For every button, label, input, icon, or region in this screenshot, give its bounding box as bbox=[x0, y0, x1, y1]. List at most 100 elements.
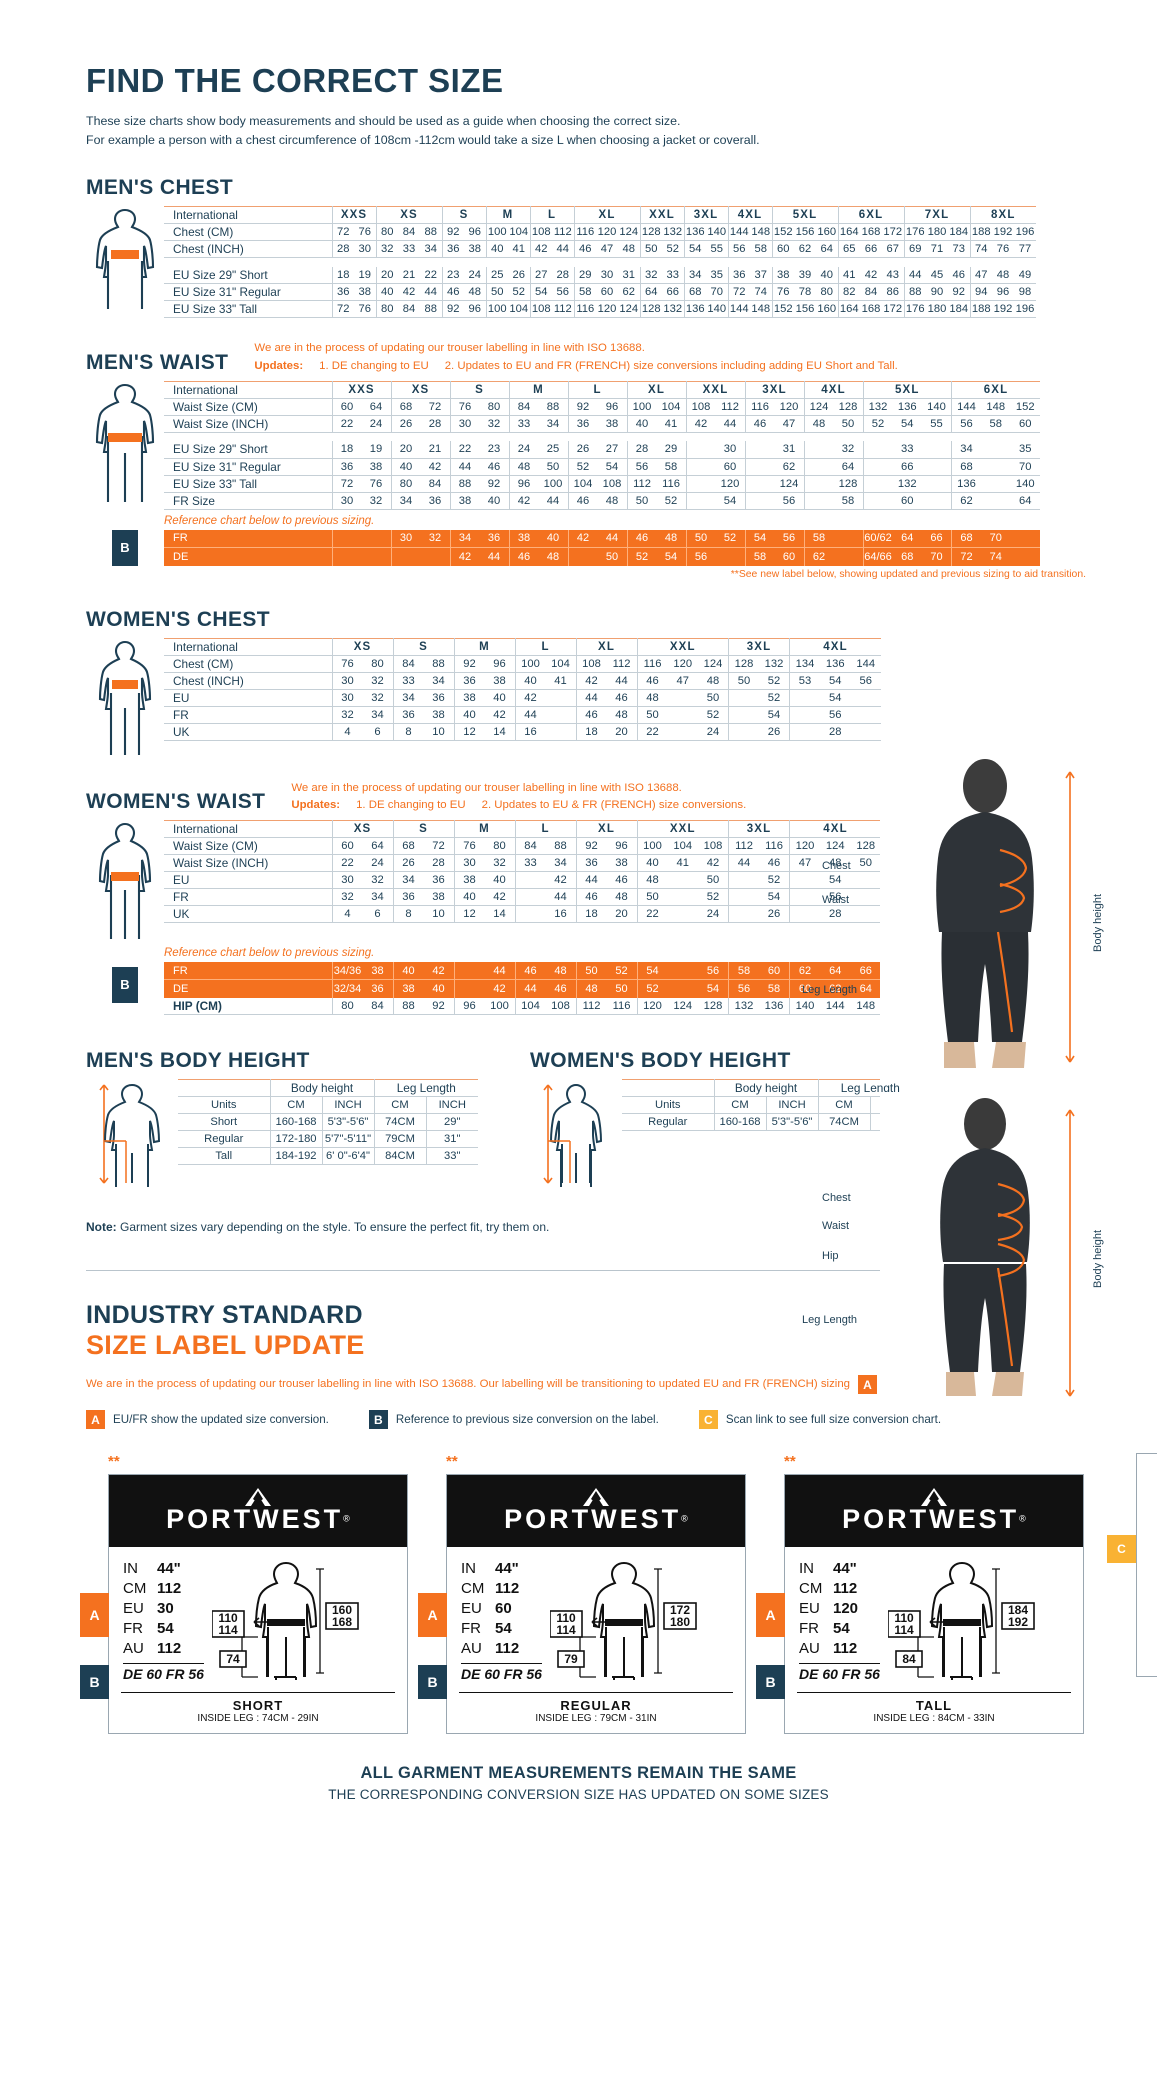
table-cell: 62 bbox=[951, 492, 981, 510]
table-row: EU Size 29" Short 18 19 20 21 22 23 24 25 26 27 28 2… bbox=[164, 441, 1040, 459]
table-cell: 54 bbox=[767, 708, 781, 721]
table-row: Waist Size (INCH) 22 24 26 28 30 32 33 34 36 38 40 4… bbox=[164, 854, 881, 872]
female-waist-figure bbox=[86, 820, 164, 942]
table-cell bbox=[514, 871, 546, 889]
table-cell: 84 bbox=[514, 837, 546, 855]
table-cell: 28 bbox=[829, 907, 842, 920]
table-cell: 38 bbox=[508, 529, 539, 548]
table-cell: 41 bbox=[664, 417, 678, 430]
size-group-header: L bbox=[514, 638, 576, 656]
table-cell: 128 bbox=[639, 300, 662, 318]
table-cell: 35 bbox=[1019, 443, 1032, 456]
table-cell: 42 bbox=[685, 415, 716, 433]
table-cell: 48 bbox=[538, 547, 568, 566]
previous-size-line: DE 60 FR 56 bbox=[799, 1663, 880, 1682]
table-cell: 26 bbox=[512, 269, 525, 282]
table-cell: 112 bbox=[721, 400, 739, 413]
table-cell: 77 bbox=[1018, 243, 1032, 256]
table-cell: 84 bbox=[371, 1000, 384, 1013]
spec-key: IN bbox=[799, 1560, 814, 1578]
table-cell: 80 bbox=[375, 223, 398, 241]
table-cell: 44 bbox=[575, 871, 607, 889]
bh-row: Short 160-168 5'3"-5'6" 74CM 29" bbox=[178, 1113, 478, 1131]
table-cell: 22 bbox=[424, 269, 437, 282]
table-cell: 74 bbox=[969, 240, 992, 258]
table-cell: 24 bbox=[371, 856, 384, 869]
table-cell: 112 bbox=[575, 997, 607, 1015]
table-cell: 47 bbox=[782, 417, 796, 430]
table-cell: 54 bbox=[767, 890, 781, 903]
male-model-illustration bbox=[880, 752, 1090, 1082]
table-cell: 34 bbox=[390, 492, 421, 510]
table-cell: 49 bbox=[1018, 269, 1032, 282]
table-cell: 40 bbox=[820, 269, 833, 282]
table-cell: 53 bbox=[789, 672, 820, 690]
table-cell: 14 bbox=[493, 907, 506, 920]
table-cell: 36 bbox=[392, 888, 424, 906]
table-cell: 42 bbox=[567, 529, 598, 548]
table-cell: 192 bbox=[993, 303, 1013, 316]
table-cell: 36 bbox=[331, 458, 362, 476]
callout-waist-male: Waist bbox=[822, 894, 850, 906]
table-cell: 54 bbox=[829, 691, 842, 704]
table-cell: 92 bbox=[487, 477, 501, 490]
size-group-header: XL bbox=[573, 206, 640, 224]
row-label: EU bbox=[173, 872, 190, 887]
column-header-label: International bbox=[173, 639, 238, 654]
row-label: Chest (INCH) bbox=[173, 673, 244, 688]
table-cell: 30 bbox=[449, 415, 480, 433]
table-cell: 52 bbox=[706, 708, 720, 721]
table-cell: 72 bbox=[951, 547, 981, 566]
table-cell: 60 bbox=[1019, 417, 1032, 430]
size-group-header: 4XL bbox=[803, 381, 863, 399]
callout-waist-female: Waist bbox=[822, 1220, 850, 1232]
table-cell: 44 bbox=[479, 547, 509, 566]
table-cell: 70 bbox=[710, 286, 723, 299]
size-group-header: S bbox=[441, 206, 486, 224]
table-cell: 38 bbox=[432, 890, 445, 903]
column-header-label: International bbox=[173, 821, 238, 836]
table-cell bbox=[803, 475, 834, 493]
bh-sub-header: CM bbox=[817, 1096, 870, 1114]
table-cell: 46 bbox=[575, 706, 607, 724]
row-label: Chest (CM) bbox=[173, 225, 234, 240]
table-cell: 36 bbox=[567, 415, 598, 433]
table-cell: 34 bbox=[392, 871, 424, 889]
portwest-logo: PORTWEST® bbox=[109, 1475, 407, 1548]
table-cell: 72 bbox=[331, 223, 354, 241]
table-cell bbox=[667, 979, 698, 998]
table-cell: 58 bbox=[803, 529, 834, 548]
table-cell: 72 bbox=[331, 300, 354, 318]
table-cell bbox=[453, 979, 485, 998]
table-cell: 66 bbox=[666, 286, 679, 299]
bh-cell: 74CM bbox=[817, 1113, 870, 1131]
table-cell: 50 bbox=[636, 888, 668, 906]
previous-sizing-row: DE 42 44 46 48 50 52 54 56 58 60 62 64/66 68 70 72 74 bbox=[164, 547, 1040, 566]
table-cell: 23 bbox=[441, 266, 464, 284]
row-label: UK bbox=[173, 906, 190, 921]
table-cell: 56 bbox=[951, 415, 981, 433]
table-cell bbox=[922, 492, 952, 509]
spec-key: FR bbox=[123, 1620, 143, 1638]
spec-key: EU bbox=[461, 1600, 482, 1618]
table-cell: 140 bbox=[927, 400, 946, 413]
table-cell: 152 bbox=[771, 223, 794, 241]
registered-icon: ® bbox=[681, 1514, 688, 1525]
table-spacer-row bbox=[164, 432, 1040, 441]
table-cell bbox=[789, 871, 820, 889]
table-cell: 104 bbox=[661, 400, 681, 413]
iso-line-1: We are in the process of updating our tr… bbox=[254, 342, 645, 355]
table-cell: 156 bbox=[795, 226, 815, 239]
table-cell: 128 bbox=[728, 655, 759, 673]
size-label-update-heading: SIZE LABEL UPDATE bbox=[86, 1330, 365, 1361]
table-cell: 76 bbox=[358, 303, 371, 316]
table-cell: 46 bbox=[626, 529, 657, 548]
table-cell: 64 bbox=[892, 529, 922, 548]
bh-sub-header: Units bbox=[211, 1099, 237, 1112]
row-label: FR bbox=[173, 889, 189, 904]
table-row: Chest (CM) 72 76 80 84 88 92 96 100 104 108 112 116 1… bbox=[164, 223, 1036, 241]
spec-value: 44" bbox=[157, 1560, 181, 1578]
mens-bh-body: Body height Leg Length Units CM INCH CM INCH Sh… bbox=[178, 1079, 478, 1165]
table-row: UK 4 6 8 10 12 14 16 18 20 22 24 26 28 bbox=[164, 905, 881, 923]
table-cell: 44 bbox=[484, 961, 515, 980]
